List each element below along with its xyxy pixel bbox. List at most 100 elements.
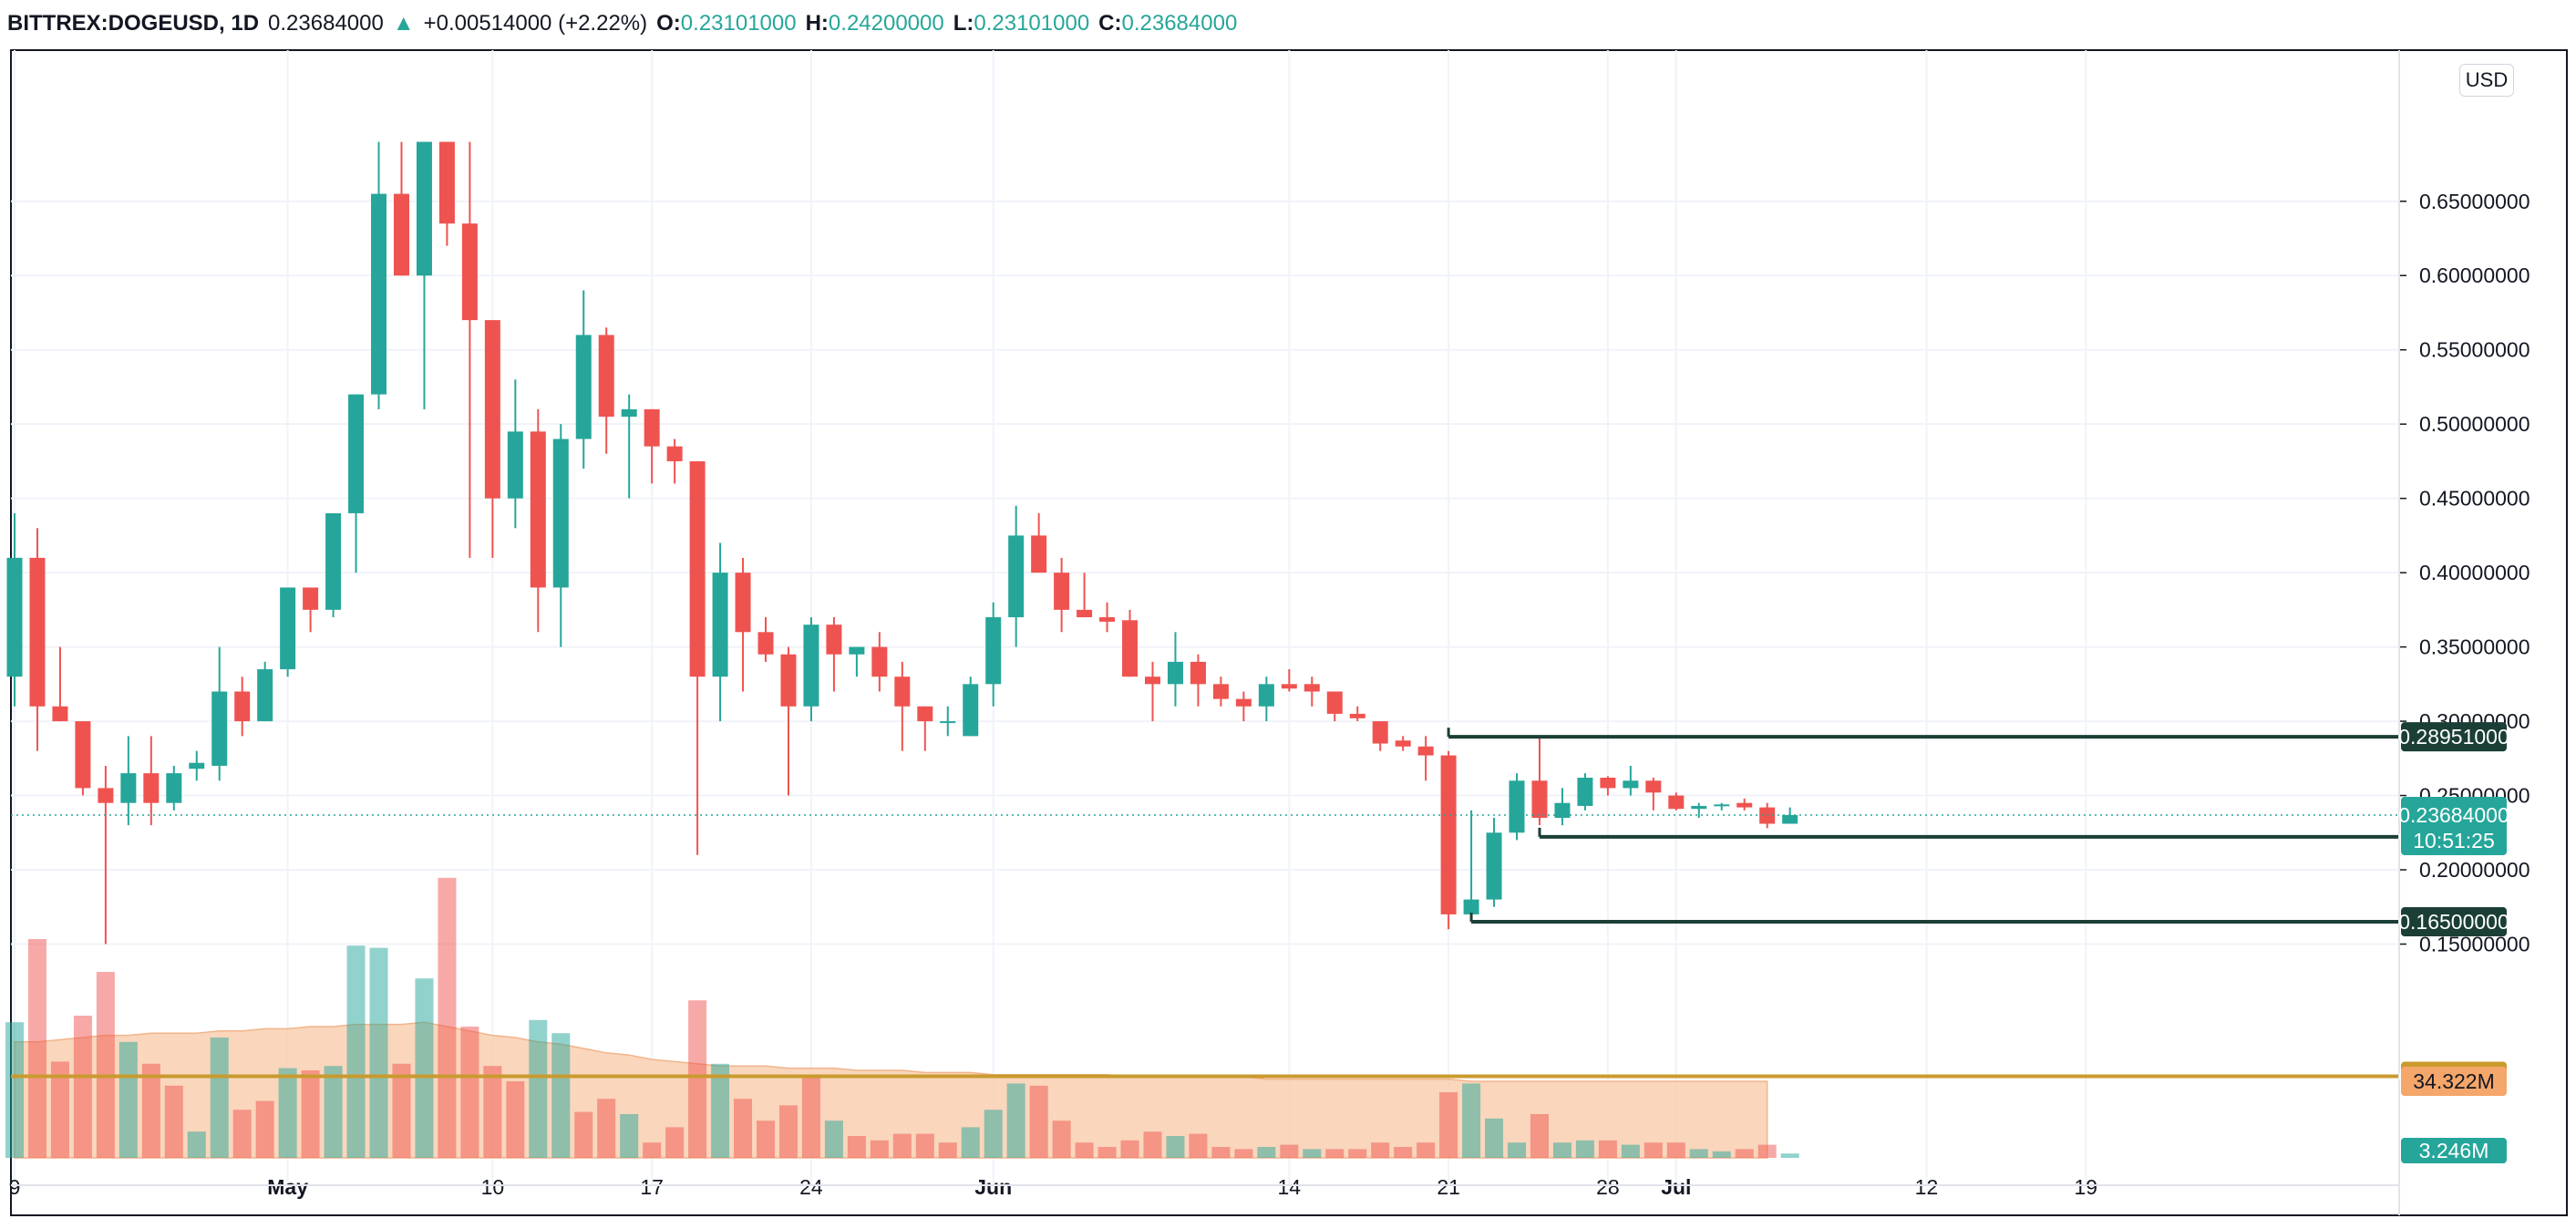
- volume-bar: [392, 1063, 411, 1158]
- candle-body: [803, 625, 819, 707]
- candle-body: [166, 773, 182, 803]
- candle-body: [940, 721, 956, 724]
- candle-body: [348, 394, 365, 513]
- volume-bar: [688, 1000, 707, 1158]
- price-change: +0.00514000 (+2.22%): [423, 11, 648, 36]
- candle-body: [985, 617, 1002, 685]
- candle-body: [666, 446, 683, 461]
- x-tick-label: 14: [1278, 1175, 1302, 1199]
- y-tick-label: 0.35000000: [2419, 635, 2530, 659]
- volume-bar: [1666, 1142, 1685, 1158]
- candle-body: [530, 431, 546, 588]
- candle-body: [826, 625, 842, 655]
- candle-body: [234, 691, 251, 722]
- volume-bar: [961, 1127, 980, 1158]
- volume-bar: [734, 1099, 753, 1158]
- volume-bar: [1689, 1149, 1708, 1158]
- volume-bar: [643, 1142, 662, 1158]
- volume-bar: [460, 1027, 479, 1158]
- candle-body: [325, 512, 342, 610]
- volume-bar: [1643, 1142, 1663, 1158]
- volume-bar: [301, 1070, 320, 1158]
- candle-body: [757, 632, 774, 655]
- candle-body: [371, 193, 387, 395]
- candle-body: [303, 587, 319, 610]
- currency-button[interactable]: USD: [2459, 64, 2514, 97]
- candle-body: [461, 223, 478, 321]
- candle-body: [1031, 535, 1047, 573]
- volume-bar: [438, 877, 457, 1158]
- candle-body: [1577, 777, 1593, 806]
- chart-legend-header: BITTREX:DOGEUSD, 1D 0.23684000 ▲ +0.0051…: [7, 5, 1237, 42]
- volume-bar: [1439, 1092, 1458, 1158]
- candle-body: [1258, 684, 1274, 707]
- volume-bar: [1371, 1142, 1390, 1158]
- volume-bar: [1757, 1144, 1777, 1158]
- open-value: 0.23101000: [680, 11, 797, 36]
- candle-body: [644, 408, 660, 447]
- volume-bar: [369, 947, 388, 1158]
- x-tick-label: Jun: [974, 1175, 1012, 1199]
- candle-body: [1463, 899, 1479, 914]
- candle-body: [1736, 802, 1753, 808]
- volume-bar: [1120, 1140, 1139, 1158]
- close-value: 0.23684000: [1121, 11, 1238, 36]
- volume-bar: [255, 1100, 274, 1158]
- volume-bar: [847, 1136, 866, 1158]
- volume-bar: [50, 1061, 69, 1158]
- low-label: L:: [953, 11, 974, 36]
- candle-body: [1645, 780, 1662, 793]
- volume-bar: [938, 1142, 957, 1158]
- volume-bar: [551, 1033, 571, 1158]
- candle-body: [621, 408, 637, 418]
- volume-bar: [1394, 1147, 1413, 1158]
- y-tick-label: 0.45000000: [2419, 487, 2530, 511]
- volume-bar: [1280, 1144, 1299, 1158]
- volume-bar: [1735, 1149, 1754, 1158]
- volume-bar: [1530, 1114, 1549, 1158]
- candle-body: [75, 721, 91, 789]
- candle-body: [1326, 691, 1343, 714]
- y-tick-label: 0.20000000: [2419, 858, 2530, 882]
- candle-body: [280, 587, 296, 670]
- candle-body: [6, 557, 23, 677]
- volume-bar: [892, 1133, 912, 1158]
- candle-body: [1077, 609, 1093, 618]
- volume-bar: [5, 1022, 24, 1158]
- candle-body: [1008, 535, 1025, 618]
- volume-bar: [1462, 1083, 1481, 1158]
- candle-body: [1235, 698, 1252, 707]
- volume-bar: [73, 1016, 92, 1158]
- countdown-label: 10:51:25: [2413, 829, 2495, 852]
- volume-bar: [529, 1019, 548, 1158]
- candle-body: [963, 684, 979, 737]
- volume-bar: [1303, 1149, 1322, 1158]
- volume-bar: [757, 1121, 776, 1158]
- volume-bar: [324, 1066, 343, 1158]
- volume-bar: [96, 972, 115, 1158]
- volume-bar: [1348, 1149, 1367, 1158]
- candle-body: [1623, 780, 1639, 789]
- last-price: 0.23684000: [268, 11, 384, 36]
- volume-bar: [1485, 1118, 1504, 1158]
- candle-body: [211, 691, 228, 766]
- candle-body: [507, 431, 523, 499]
- volume-bar: [915, 1133, 934, 1158]
- up-arrow-icon: ▲: [392, 11, 415, 36]
- candle-body: [1212, 684, 1229, 699]
- candle-body: [871, 646, 888, 677]
- volume-ma-label-bg: [2401, 1067, 2507, 1096]
- candle-body: [575, 335, 592, 439]
- volume-bar: [984, 1110, 1003, 1158]
- candle-body: [143, 773, 160, 803]
- volume-bar: [1325, 1149, 1345, 1158]
- candle-body: [416, 141, 432, 276]
- candle-body: [1281, 684, 1297, 689]
- volume-bar: [1417, 1142, 1436, 1158]
- candle-body: [1668, 795, 1685, 810]
- volume-bar: [870, 1140, 889, 1158]
- volume-bar: [210, 1038, 229, 1158]
- volume-bar: [1189, 1133, 1208, 1158]
- volume-ma-label: 34.322M: [2413, 1069, 2495, 1093]
